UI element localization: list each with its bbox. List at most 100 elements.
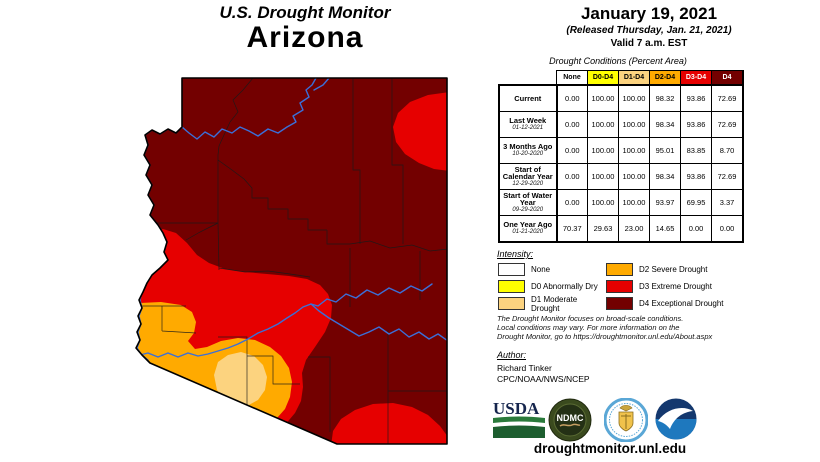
d4-swatch	[606, 297, 633, 310]
col-header-d0d4: D0-D4	[587, 70, 619, 86]
cell: 72.69	[711, 84, 744, 112]
cell: 98.34	[649, 111, 681, 138]
commerce-seal-logo	[604, 398, 648, 442]
legend-item-d2: D2 Severe Drought	[606, 261, 746, 278]
noaa-seagull	[658, 408, 693, 429]
cell: 100.00	[618, 137, 650, 164]
none-swatch	[498, 263, 525, 276]
note-line-1: The Drought Monitor focuses on broad-sca…	[497, 314, 684, 323]
table-header-row: None D0-D4 D1-D4 D2-D4 D3-D4 D4	[499, 70, 744, 86]
row-label-one-year-ago: One Year Ago 01-21-2020	[498, 215, 558, 243]
cell: 93.86	[680, 163, 712, 190]
row-label-last-week: Last Week 01-12-2021	[498, 111, 558, 138]
legend-column-left: None D0 Abnormally Dry D1 Moderate Droug…	[498, 261, 606, 313]
cell: 0.00	[556, 137, 588, 164]
legend-title: Intensity:	[497, 249, 534, 259]
legend-item-d4: D4 Exceptional Drought	[606, 295, 746, 312]
cell: 100.00	[587, 84, 619, 112]
map-title: U.S. Drought Monitor	[219, 3, 391, 22]
cell: 0.00	[556, 84, 588, 112]
legend-item-d3: D3 Extreme Drought	[606, 278, 746, 295]
arizona-drought-map	[135, 77, 448, 445]
ndmc-logo: NDMC	[548, 398, 592, 442]
row-label-start-water-year: Start of Water Year 09-29-2020	[498, 189, 558, 216]
author-name: Richard Tinker	[497, 363, 552, 373]
d2-swatch	[606, 263, 633, 276]
cell: 100.00	[587, 163, 619, 190]
released-date: (Released Thursday, Jan. 21, 2021)	[566, 25, 732, 36]
usda-wordmark: USDA	[493, 399, 540, 418]
cell: 100.00	[618, 189, 650, 216]
usda-stripe-1	[493, 416, 545, 423]
cell: 100.00	[618, 111, 650, 138]
cell: 0.00	[556, 189, 588, 216]
footer-url: droughtmonitor.unl.edu	[533, 441, 687, 456]
note-line-2: Local conditions may vary. For more info…	[497, 323, 680, 332]
cell: 72.69	[711, 163, 744, 190]
report-date: January 19, 2021	[580, 4, 718, 23]
cell: 0.00	[556, 111, 588, 138]
gila-river	[139, 303, 447, 358]
cell: 100.00	[587, 137, 619, 164]
col-header-none: None	[556, 70, 588, 86]
colorado-river-fork	[313, 78, 330, 91]
cell: 98.34	[649, 163, 681, 190]
cell: 0.00	[680, 215, 712, 243]
disclaimer-note: The Drought Monitor focuses on broad-sca…	[497, 314, 807, 341]
ndmc-wordmark: NDMC	[557, 413, 584, 423]
ndmc-inner-circle	[553, 403, 587, 437]
arizona-state-outline	[135, 77, 448, 445]
cell: 29.63	[587, 215, 619, 243]
table-row-start-water-year: Start of Water Year 09-29-2020 0.00 100.0…	[498, 189, 744, 216]
cell: 14.65	[649, 215, 681, 243]
d3-south-region	[331, 403, 447, 444]
cell: 93.86	[680, 111, 712, 138]
cell: 69.95	[680, 189, 712, 216]
legend-item-none: None	[498, 261, 606, 278]
usda-stripe-2	[493, 425, 545, 438]
cell: 100.00	[587, 111, 619, 138]
note-line-3: Drought Monitor, go to https://droughtmo…	[497, 332, 713, 341]
cell: 98.32	[649, 84, 681, 112]
cell: 72.69	[711, 111, 744, 138]
county-boundaries	[138, 78, 447, 444]
table-row-current: Current 0.00 100.00 100.00 98.32 93.86 7…	[498, 84, 744, 112]
doc-eagle	[619, 405, 633, 412]
row-label-start-calendar-year: Start of Calendar Year 12-29-2020	[498, 163, 558, 190]
d0-swatch	[498, 280, 525, 293]
row-label-current: Current	[498, 84, 558, 112]
drought-conditions-table: None D0-D4 D1-D4 D2-D4 D3-D4 D4 Current …	[498, 70, 744, 243]
table-corner-cell	[499, 71, 557, 86]
col-header-d1d4: D1-D4	[618, 70, 650, 86]
cell: 93.97	[649, 189, 681, 216]
table-caption: Drought Conditions (Percent Area)	[549, 56, 687, 66]
cell: 83.85	[680, 137, 712, 164]
cell: 0.00	[556, 163, 588, 190]
ndmc-landscape-swoosh	[559, 423, 581, 427]
cell: 95.01	[649, 137, 681, 164]
cell: 0.00	[711, 215, 744, 243]
table-row-last-week: Last Week 01-12-2021 0.00 100.00 100.00 9…	[498, 111, 744, 138]
cell: 8.70	[711, 137, 744, 164]
row-label-3-months-ago: 3 Months Ago 10-20-2020	[498, 137, 558, 164]
noaa-logo	[655, 398, 697, 440]
col-header-d3d4: D3-D4	[680, 70, 712, 86]
legend-item-d0: D0 Abnormally Dry	[498, 278, 606, 295]
cell: 100.00	[618, 163, 650, 190]
table-row-start-calendar-year: Start of Calendar Year 12-29-2020 0.00 10…	[498, 163, 744, 190]
valid-time: Valid 7 a.m. EST	[610, 38, 688, 49]
cell: 100.00	[618, 84, 650, 112]
cell: 93.86	[680, 84, 712, 112]
d3-swatch	[606, 280, 633, 293]
d1-swatch	[498, 297, 525, 310]
d1-southwest-region	[214, 352, 267, 406]
doc-shield-detail	[621, 414, 631, 429]
map-state-name: Arizona	[246, 21, 364, 54]
cell: 23.00	[618, 215, 650, 243]
cell: 100.00	[587, 189, 619, 216]
author-title: Author:	[497, 350, 527, 360]
table-row-one-year-ago: One Year Ago 01-21-2020 70.37 29.63 23.00…	[498, 215, 744, 243]
col-header-d4: D4	[711, 70, 744, 86]
legend-column-right: D2 Severe Drought D3 Extreme Drought D4 …	[606, 261, 746, 312]
